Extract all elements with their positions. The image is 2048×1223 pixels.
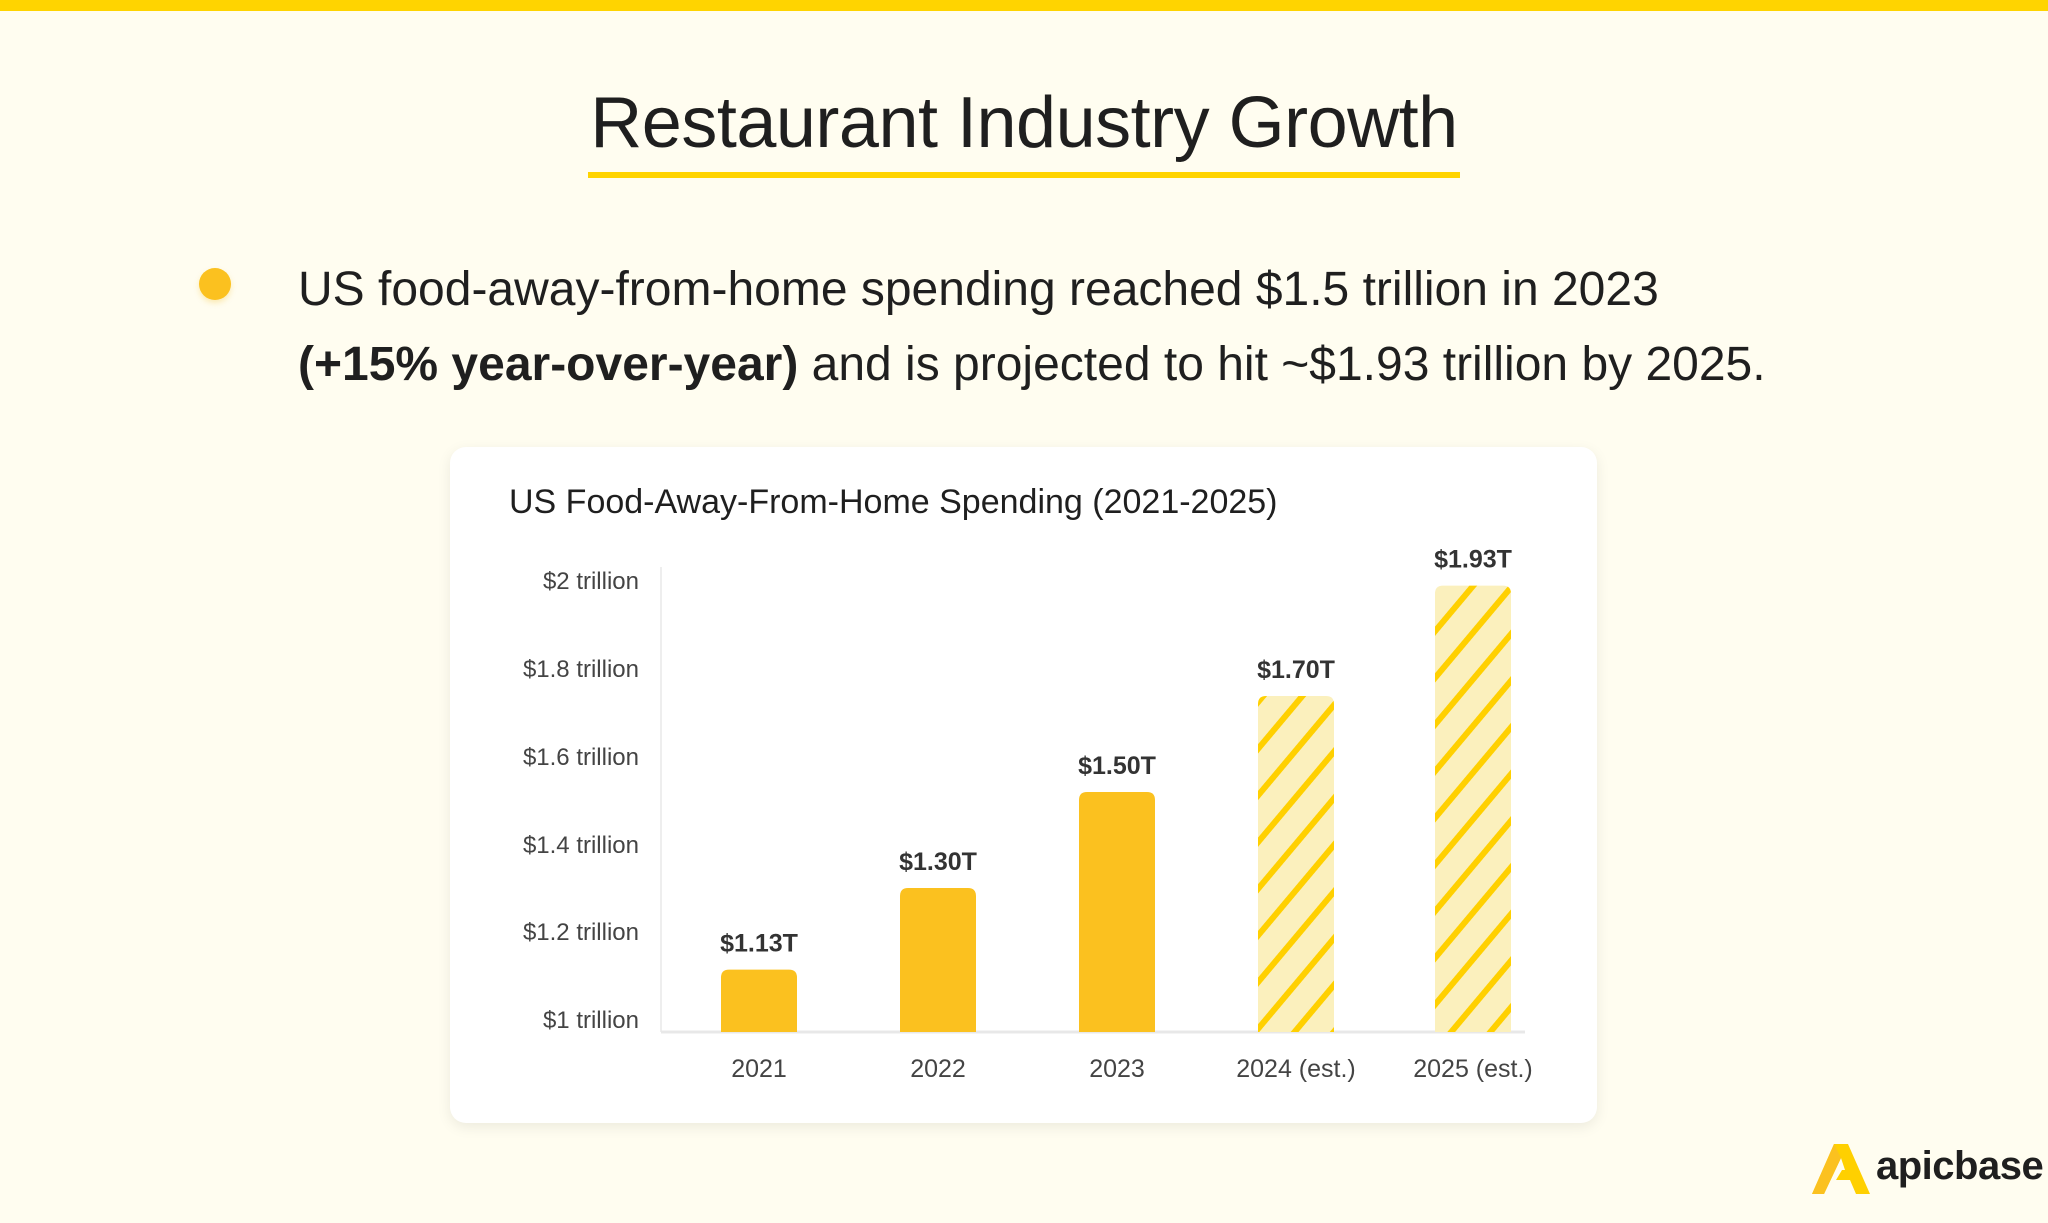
x-tick-label: 2025 (est.) (1413, 1055, 1533, 1083)
bar-2021 (721, 969, 797, 1032)
x-tick-label: 2023 (1089, 1055, 1145, 1083)
data-label: $1.93T (1434, 546, 1512, 574)
data-label: $1.30T (899, 848, 977, 876)
y-tick-label: $1 trillion (543, 1007, 639, 1034)
y-tick-label: $1.4 trillion (523, 832, 639, 859)
bullet-line-1: US food-away-from-home spending reached … (298, 263, 1659, 316)
bar-2023 (1079, 792, 1155, 1032)
data-label: $1.50T (1078, 752, 1156, 780)
bar-2025-est (1435, 585, 1511, 1032)
page-title-text: Restaurant Industry Growth (588, 82, 1460, 178)
y-tick-label: $1.6 trillion (523, 744, 639, 771)
brand-name: apicbase (1876, 1144, 2044, 1188)
bullet-bold: (+15% year-over-year) (298, 338, 799, 391)
chart-card: US Food-Away-From-Home Spending (2021-20… (450, 447, 1597, 1123)
y-tick-label: $2 trillion (543, 568, 639, 595)
data-label: $1.70T (1257, 656, 1335, 684)
bar-2022 (900, 888, 976, 1032)
bullet-dot-icon (199, 268, 231, 300)
apicbase-logo: apicbase (1812, 1140, 2044, 1200)
bar-chart: $1 trillion $1.2 trillion $1.4 trillion $1.… (523, 546, 1533, 1083)
x-tick-label: 2022 (910, 1055, 966, 1083)
data-label: $1.13T (720, 930, 798, 958)
top-accent-bar (0, 0, 2048, 11)
apicbase-a-logo-icon (1812, 1144, 1870, 1194)
y-tick-label: $1.8 trillion (523, 656, 639, 683)
bullet-text: US food-away-from-home spending reached … (298, 252, 1766, 402)
x-tick-label: 2024 (est.) (1236, 1055, 1356, 1083)
page-title: Restaurant Industry Growth (0, 82, 2048, 178)
bar-2024-est (1258, 696, 1334, 1032)
chart-title: US Food-Away-From-Home Spending (2021-20… (509, 483, 1278, 521)
x-tick-label: 2021 (731, 1055, 787, 1083)
y-tick-label: $1.2 trillion (523, 919, 639, 946)
bullet-line-2: and is projected to hit ~$1.93 trillion … (798, 338, 1766, 391)
